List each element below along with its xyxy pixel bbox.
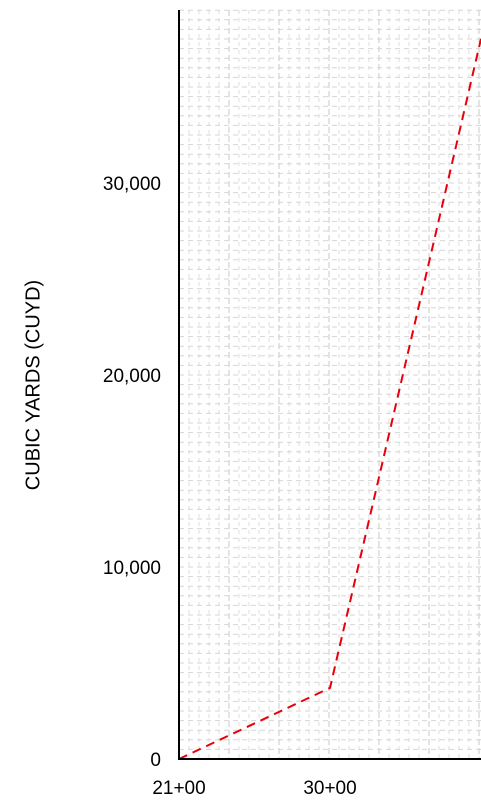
grid <box>178 9 481 760</box>
y-tick-label: 0 <box>150 750 161 771</box>
y-tick-label: 10,000 <box>103 558 161 579</box>
y-tick-label: 30,000 <box>103 174 161 195</box>
x-tick-label: 21+00 <box>152 778 205 799</box>
y-tick-label: 20,000 <box>103 366 161 387</box>
series-line-0 <box>178 38 481 760</box>
y-axis-title: CUBIC YARDS (CUYD) <box>22 280 44 490</box>
x-tick-labels: 21+00 30+00 <box>152 778 356 799</box>
x-tick-label: 30+00 <box>303 778 356 799</box>
series-layer <box>178 38 481 760</box>
y-tick-labels: 0 10,000 20,000 30,000 <box>103 174 161 771</box>
